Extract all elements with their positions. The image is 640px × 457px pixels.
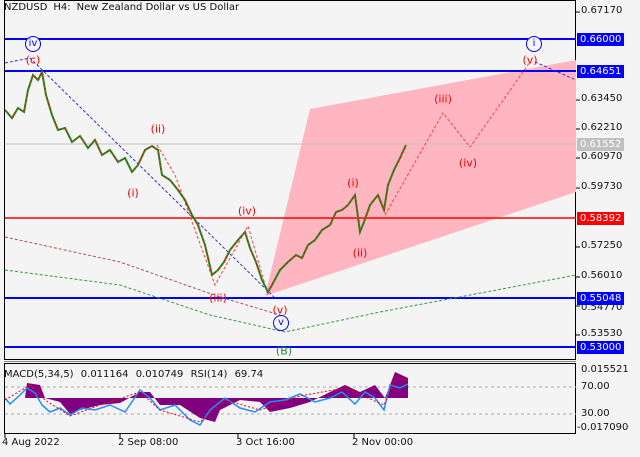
price-tag-level: 0.66000 [577, 33, 625, 46]
price-tick: 0.63450 [581, 93, 623, 104]
price-tick: 0.54770 [581, 302, 623, 313]
price-tick: 0.53530 [581, 328, 623, 339]
macd-signal-value: 0.010749 [135, 369, 184, 380]
wave-label-b[interactable]: (B) [275, 344, 293, 358]
timeframe-label: H4: [53, 2, 71, 13]
time-tick: 3 Oct 16:00 [236, 437, 295, 448]
candlesticks [4, 68, 407, 295]
wave-label-iv-circled[interactable]: iv [25, 36, 41, 52]
chart-title: NZDUSD H4: New Zealand Dollar vs US Dollar [4, 2, 245, 13]
wave-label-i-new[interactable]: (i) [347, 176, 359, 190]
wave-label-iii[interactable]: (iii) [209, 291, 227, 305]
price-tag-level: 0.58392 [577, 212, 625, 225]
green-trendline [4, 269, 577, 333]
wave-label-c[interactable]: (c) [25, 53, 41, 67]
red-trendline [4, 236, 281, 316]
wave-label-v-forecast[interactable]: (v) [522, 53, 538, 67]
wave-forecast-path [384, 61, 531, 216]
wave-label-iv[interactable]: (iv) [237, 204, 257, 218]
indicator-tick: -0.017090 [577, 422, 629, 433]
time-tick: 4 Aug 2022 [2, 437, 60, 448]
wave-label-v[interactable]: (v) [272, 303, 288, 317]
indicator-tick: 30.00 [581, 408, 610, 419]
time-tick: 2 Nov 00:00 [352, 437, 414, 448]
wave-label-iv-forecast[interactable]: (iv) [458, 156, 478, 170]
blue-wave-line [4, 57, 276, 299]
price-tick: 0.56010 [581, 270, 623, 281]
symbol-label: NZDUSD [4, 2, 48, 13]
wave-label-i[interactable]: (i) [127, 186, 139, 200]
indicator-tick: 70.00 [581, 381, 610, 392]
rsi-line [4, 383, 409, 426]
time-tick: 2 Sep 08:00 [118, 437, 179, 448]
wave-label-v-circled[interactable]: v [273, 315, 289, 331]
wave-path-down [156, 144, 269, 296]
price-tick: 0.60970 [581, 151, 623, 162]
price-channel [265, 60, 576, 296]
wave-label-i-circled[interactable]: i [526, 36, 542, 52]
price-tag-level: 0.55048 [577, 292, 625, 305]
instrument-description: New Zealand Dollar vs US Dollar [76, 2, 240, 13]
wave-label-ii-new[interactable]: (ii) [352, 246, 368, 260]
macd-main-value: 0.011164 [80, 369, 129, 380]
price-tick: 0.59730 [581, 181, 623, 192]
macd-histogram [5, 372, 408, 422]
wave-label-ii[interactable]: (ii) [150, 122, 166, 136]
price-tick: 0.67170 [581, 5, 623, 16]
price-tick: 0.57250 [581, 240, 623, 251]
price-tag-current: 0.61552 [577, 138, 625, 151]
price-tick: 0.62210 [581, 122, 623, 133]
price-tag-level: 0.53000 [577, 341, 625, 354]
price-tag-level: 0.64651 [577, 65, 625, 78]
macd-signal-line [4, 377, 409, 423]
rsi-label: RSI(14) [190, 369, 228, 380]
indicator-title: MACD(5,34,5) 0.011164 0.010749 RSI(14) 6… [4, 369, 267, 380]
macd-label: MACD(5,34,5) [4, 369, 74, 380]
rsi-value: 69.74 [234, 369, 264, 380]
wave-label-iii-forecast[interactable]: (iii) [434, 92, 452, 106]
indicator-tick: 0.015521 [581, 364, 629, 375]
